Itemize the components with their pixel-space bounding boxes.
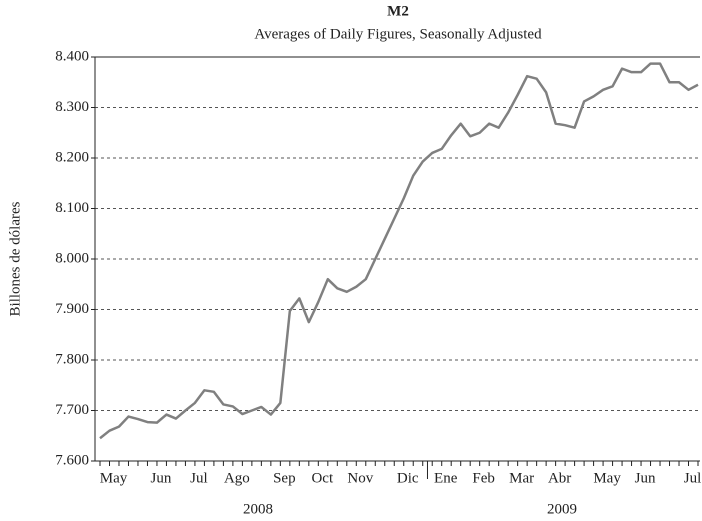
x-tick-label: Dic (397, 470, 419, 486)
x-tick-label: Sep (273, 470, 296, 486)
x-tick-label: Jul (684, 470, 702, 486)
x-tick-label: Jul (190, 470, 208, 486)
x-tick-label: Ago (224, 470, 250, 486)
y-tick-label: 7.600 (55, 452, 89, 468)
x-tick-label: Feb (472, 470, 495, 486)
line (99, 62, 699, 440)
y-tick-label: 8.100 (55, 200, 89, 216)
x-tick-label: Mar (509, 470, 534, 486)
y-tick-label: 7.800 (55, 351, 89, 367)
y-axis-label: Billones de dólares (7, 201, 23, 316)
y-tick-label: 8.300 (55, 99, 89, 115)
chart-title: M2 (387, 3, 409, 19)
x-tick-label: Nov (347, 470, 373, 486)
y-tick-label: 7.700 (55, 402, 89, 418)
chart-subtitle: Averages of Daily Figures, Seasonally Ad… (254, 26, 542, 42)
x-tick-label: Oct (311, 470, 333, 486)
y-tick-label: 7.900 (55, 301, 89, 317)
year-label: 2009 (547, 501, 577, 517)
x-tick-label: May (100, 470, 128, 486)
year-label: 2008 (243, 501, 273, 517)
x-tick-label: Jun (151, 470, 172, 486)
x-tick-label: Abr (548, 470, 571, 486)
x-tick-label: Jun (635, 470, 656, 486)
x-tick-label: Ene (434, 470, 458, 486)
y-tick-label: 8.400 (55, 48, 89, 64)
y-tick-label: 8.200 (55, 149, 89, 165)
x-tick-label: May (593, 470, 621, 486)
y-tick-label: 8.000 (55, 250, 89, 266)
